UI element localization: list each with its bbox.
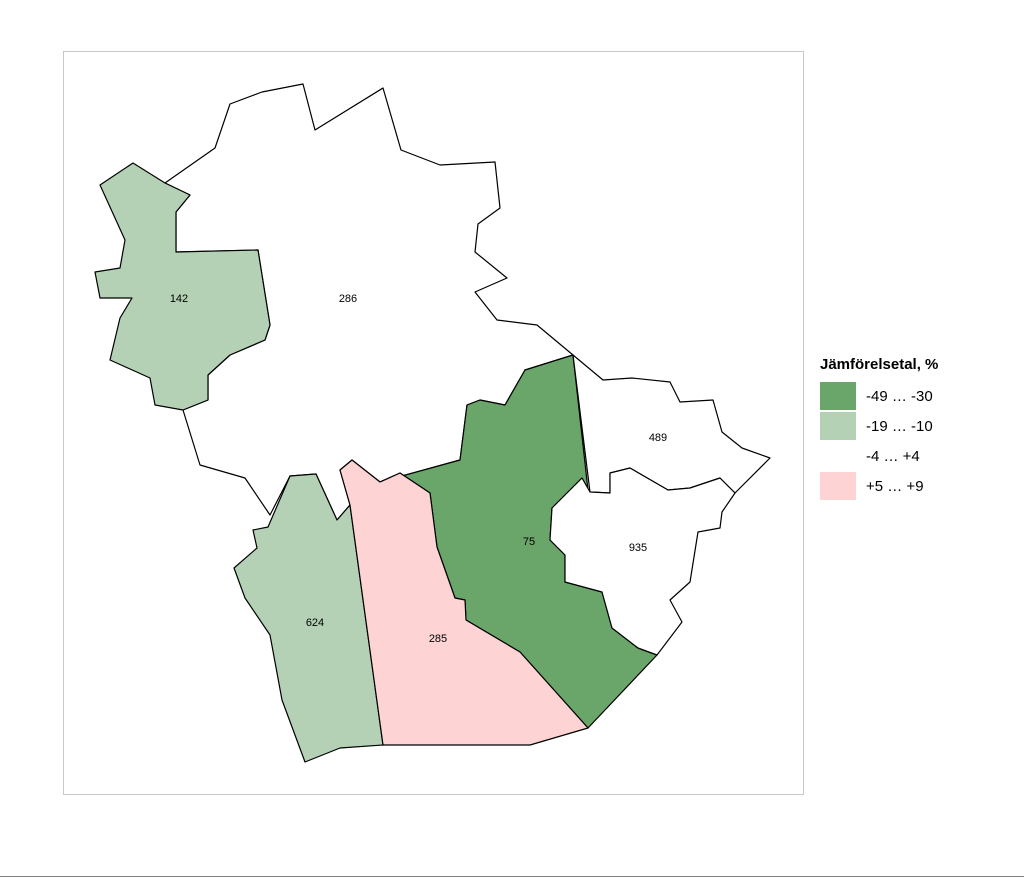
legend-label: -49 … -30	[866, 387, 933, 405]
legend-title: Jämförelsetal, %	[820, 356, 939, 373]
region-label-489: 489	[649, 432, 667, 444]
region-label-935: 935	[629, 542, 647, 554]
legend-label: +5 … +9	[866, 477, 924, 495]
legend: Jämförelsetal, % -49 … -30 -19 … -10 -4 …	[820, 356, 1010, 501]
bottom-divider	[0, 876, 1024, 877]
legend-swatch	[820, 442, 856, 470]
region-label-624: 624	[306, 617, 324, 629]
map-frame	[63, 51, 804, 795]
legend-item: -49 … -30	[820, 381, 1010, 411]
legend-label: -4 … +4	[866, 447, 920, 465]
region-label-285: 285	[429, 633, 447, 645]
region-624[interactable]	[233, 473, 384, 763]
region-label-142: 142	[170, 293, 188, 305]
region-label-75: 75	[523, 536, 535, 548]
region-489[interactable]	[572, 354, 771, 494]
legend-item: +5 … +9	[820, 471, 1010, 501]
legend-swatch	[820, 472, 856, 500]
legend-label: -19 … -10	[866, 417, 933, 435]
region-label-286: 286	[339, 293, 357, 305]
region-285[interactable]	[339, 459, 589, 746]
legend-swatch	[820, 382, 856, 410]
region-935[interactable]	[549, 467, 736, 656]
legend-swatch	[820, 412, 856, 440]
region-142[interactable]	[94, 162, 271, 411]
legend-item: -4 … +4	[820, 441, 1010, 471]
legend-item: -19 … -10	[820, 411, 1010, 441]
